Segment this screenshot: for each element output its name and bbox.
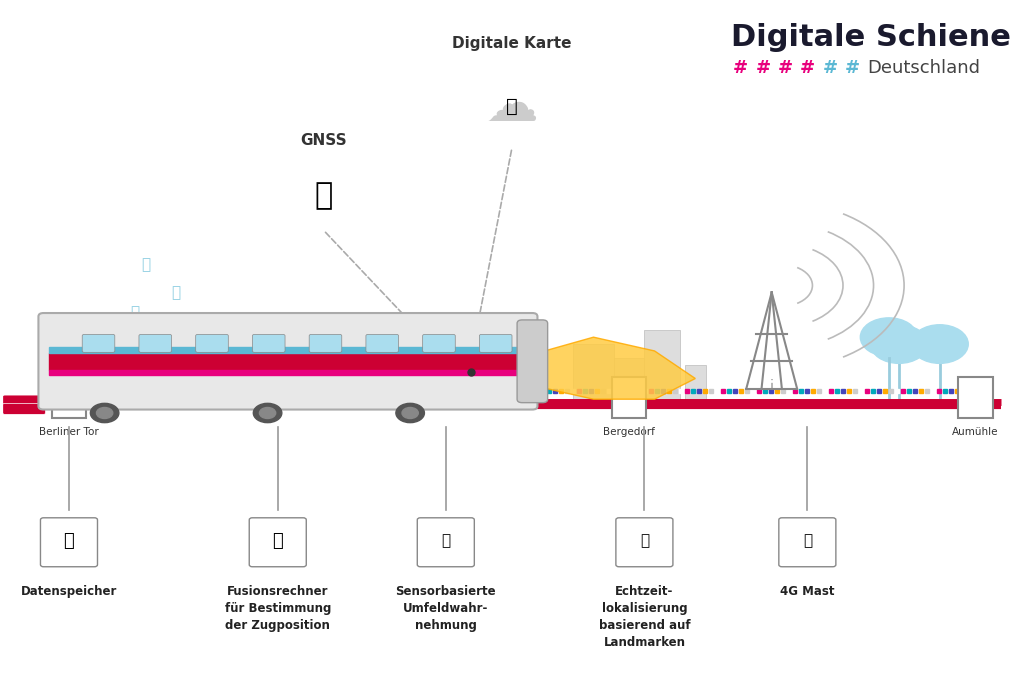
- Text: #: #: [733, 59, 749, 77]
- Text: #: #: [778, 59, 793, 77]
- Text: 🐦: 🐦: [171, 285, 180, 300]
- Text: Deutschland: Deutschland: [867, 59, 980, 77]
- FancyBboxPatch shape: [82, 334, 115, 352]
- FancyBboxPatch shape: [253, 334, 285, 352]
- Bar: [573, 344, 613, 406]
- Text: Datenspeicher: Datenspeicher: [20, 585, 117, 598]
- FancyBboxPatch shape: [3, 395, 45, 406]
- Circle shape: [96, 407, 113, 418]
- FancyBboxPatch shape: [615, 518, 673, 566]
- Circle shape: [253, 403, 282, 423]
- FancyBboxPatch shape: [139, 334, 172, 352]
- Bar: [613, 358, 644, 406]
- Text: 🐦: 🐦: [131, 306, 139, 320]
- Bar: [48, 352, 527, 370]
- Bar: [48, 348, 527, 352]
- FancyBboxPatch shape: [41, 518, 97, 566]
- Circle shape: [870, 325, 928, 363]
- FancyBboxPatch shape: [39, 313, 538, 409]
- Text: #: #: [800, 59, 815, 77]
- Text: Berliner Tor: Berliner Tor: [39, 427, 99, 436]
- Text: Digitale Schiene: Digitale Schiene: [731, 24, 1011, 52]
- Text: S21: S21: [14, 404, 35, 414]
- Text: 📷: 📷: [441, 533, 451, 548]
- Text: ☁: ☁: [485, 80, 539, 132]
- FancyBboxPatch shape: [3, 403, 45, 414]
- FancyBboxPatch shape: [51, 377, 86, 418]
- FancyBboxPatch shape: [779, 518, 836, 566]
- FancyBboxPatch shape: [249, 518, 306, 566]
- Circle shape: [860, 318, 918, 357]
- Text: S2: S2: [17, 395, 31, 406]
- Text: Digitale Karte: Digitale Karte: [453, 36, 571, 51]
- Circle shape: [259, 407, 275, 418]
- Circle shape: [90, 403, 119, 423]
- Text: 🖥: 🖥: [63, 532, 75, 550]
- Text: 🗺: 🗺: [640, 533, 649, 548]
- Text: Sensorbasierte
Umfeldwahr-
nehmung: Sensorbasierte Umfeldwahr- nehmung: [395, 585, 496, 632]
- FancyBboxPatch shape: [611, 377, 646, 418]
- Bar: [685, 365, 706, 406]
- Text: #: #: [822, 59, 838, 77]
- FancyBboxPatch shape: [418, 518, 474, 566]
- FancyBboxPatch shape: [196, 334, 228, 352]
- Text: 🗺: 🗺: [506, 97, 518, 115]
- FancyBboxPatch shape: [366, 334, 398, 352]
- Text: 4G Mast: 4G Mast: [780, 585, 835, 598]
- FancyBboxPatch shape: [309, 334, 342, 352]
- Circle shape: [402, 407, 418, 418]
- Bar: [644, 330, 680, 406]
- Text: 🖥: 🖥: [272, 532, 283, 550]
- Bar: [48, 370, 527, 375]
- FancyBboxPatch shape: [423, 334, 456, 352]
- Circle shape: [396, 403, 424, 423]
- Text: Fusionsrechner
für Bestimmung
der Zugposition: Fusionsrechner für Bestimmung der Zugpos…: [224, 585, 331, 632]
- FancyBboxPatch shape: [479, 334, 512, 352]
- Polygon shape: [471, 337, 695, 399]
- Text: 🐦: 🐦: [140, 257, 150, 272]
- FancyBboxPatch shape: [958, 377, 992, 418]
- Circle shape: [911, 325, 969, 363]
- Text: 🛰: 🛰: [314, 181, 333, 211]
- Text: #: #: [845, 59, 860, 77]
- Text: 📡: 📡: [803, 533, 812, 548]
- Text: Bergedorf: Bergedorf: [603, 427, 655, 436]
- Text: Aumühle: Aumühle: [952, 427, 998, 436]
- Text: Echtzeit-
lokalisierung
basierend auf
Landmarken: Echtzeit- lokalisierung basierend auf La…: [599, 585, 690, 649]
- Text: GNSS: GNSS: [300, 133, 347, 147]
- Text: #: #: [756, 59, 770, 77]
- FancyBboxPatch shape: [517, 320, 548, 402]
